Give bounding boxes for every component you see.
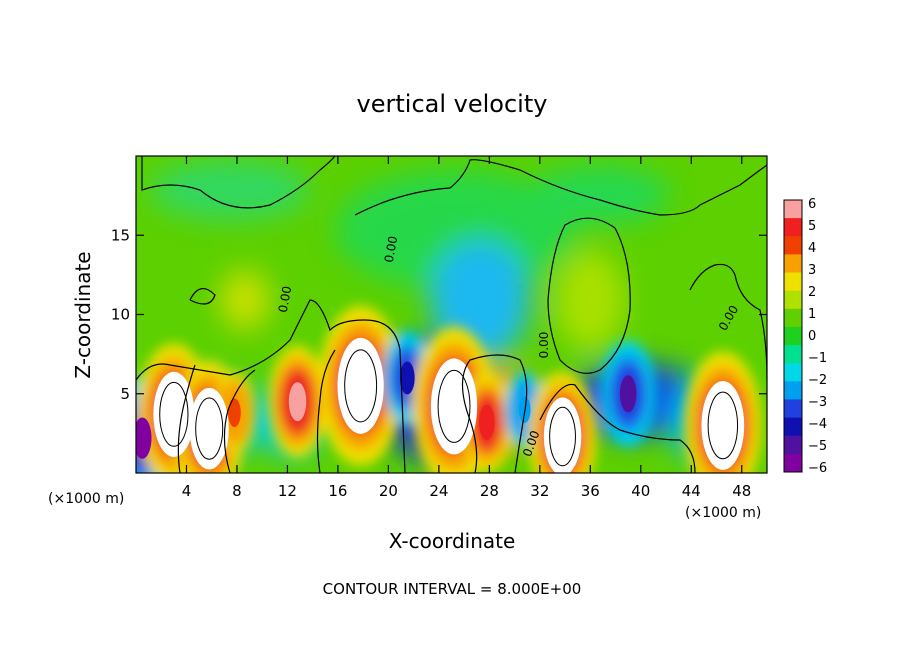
x-tick-label: 16 xyxy=(328,482,347,500)
field-region xyxy=(555,250,625,350)
colorbar-tick-label: 4 xyxy=(808,241,816,256)
colorbar-tick-label: 0 xyxy=(808,329,816,344)
cell-center xyxy=(479,404,495,440)
contour-interval-note: CONTOUR INTERVAL = 8.000E+00 xyxy=(323,580,582,598)
colorbar-frame xyxy=(783,199,803,473)
velocity-cores xyxy=(136,337,745,473)
x-tick-label: 20 xyxy=(379,482,398,500)
colorbar-swatch xyxy=(784,200,802,219)
field-region xyxy=(220,270,270,330)
colorbar-tick-label: −5 xyxy=(808,439,827,454)
core-contour xyxy=(707,391,739,460)
x-tick-label: 28 xyxy=(480,482,499,500)
x-unit-right: (×1000 m) xyxy=(685,505,761,521)
zero-contour xyxy=(223,369,256,473)
cell-center xyxy=(136,417,152,459)
x-tick-label: 40 xyxy=(631,482,650,500)
zero-contour xyxy=(141,156,336,209)
x-tick-label: 44 xyxy=(682,482,701,500)
field-region xyxy=(530,165,670,225)
colorbar-tick-label: 3 xyxy=(808,263,816,278)
colorbar-tick-label: 6 xyxy=(808,197,816,212)
zero-contour xyxy=(177,364,196,473)
zero-contour xyxy=(189,288,216,305)
x-tick-label: 4 xyxy=(182,482,192,500)
colorbar-tick-label: −6 xyxy=(808,461,827,476)
x-tick-label: 36 xyxy=(581,482,600,500)
colorbar-tick-label: 2 xyxy=(808,285,816,300)
core-contour xyxy=(159,381,189,447)
core-contour xyxy=(549,406,576,467)
chart-title: vertical velocity xyxy=(357,90,548,118)
zero-contours xyxy=(136,156,767,473)
zero-contour xyxy=(539,383,696,473)
x-tick-label: 48 xyxy=(732,482,751,500)
plot-area xyxy=(136,156,767,473)
x-unit-left: (×1000 m) xyxy=(48,491,124,507)
colorbar-tick-label: −4 xyxy=(808,417,827,432)
y-tick-label: 5 xyxy=(120,385,130,403)
colorbar-tick-label: −3 xyxy=(808,395,827,410)
x-tick-label: 24 xyxy=(429,482,448,500)
core-contour xyxy=(195,397,224,460)
y-tick-label: 15 xyxy=(111,226,130,244)
cell-center xyxy=(400,361,415,395)
cell-center xyxy=(228,398,241,428)
x-axis-ticks: 4 8 12 16 20 24 28 32 36 40 44 48 xyxy=(182,156,751,500)
y-axis-ticks: 5 10 15 xyxy=(111,226,767,403)
colorbar-swatch xyxy=(784,399,802,419)
cell-center xyxy=(619,375,637,413)
colorbar: 6 5 4 3 2 1 0 −1 −2 −3 −4 −5 −6 xyxy=(783,197,827,476)
x-axis-label: X-coordinate xyxy=(389,529,516,553)
colorbar-swatch xyxy=(784,254,802,274)
colorbar-tick-label: −2 xyxy=(808,373,827,388)
contour-zero-label: 0.00 xyxy=(276,285,294,314)
zero-contour xyxy=(354,159,767,216)
colorbar-swatch xyxy=(784,381,802,400)
colorbar-swatch xyxy=(784,236,802,255)
field-region xyxy=(150,160,310,220)
colorbar-tick-label: −1 xyxy=(808,351,827,366)
core-contour xyxy=(437,369,471,443)
colorbar-swatch xyxy=(784,453,802,473)
x-tick-label: 8 xyxy=(232,482,242,500)
contour-zero-label: 0.00 xyxy=(537,332,551,359)
zero-contour xyxy=(316,349,336,473)
zero-contour xyxy=(547,217,631,374)
colorbar-swatch xyxy=(784,363,802,382)
core-contour xyxy=(344,349,378,423)
zero-contour xyxy=(461,354,528,473)
x-tick-label: 12 xyxy=(278,482,297,500)
colorbar-swatch xyxy=(784,326,802,346)
cell-center xyxy=(288,382,307,422)
colorbar-tick-label: 1 xyxy=(808,307,816,322)
colorbar-swatch xyxy=(784,345,802,364)
y-tick-label: 10 xyxy=(111,306,130,324)
colorbar-swatch xyxy=(784,272,802,292)
y-axis-label: Z-coordinate xyxy=(71,251,95,378)
colorbar-tick-label: 5 xyxy=(808,219,816,234)
x-tick-label: 32 xyxy=(530,482,549,500)
colorbar-swatch xyxy=(784,417,802,437)
zero-contour xyxy=(689,263,767,381)
colorbar-swatch xyxy=(784,435,802,455)
colorbar-swatch xyxy=(784,218,802,237)
colorbar-swatch xyxy=(784,308,802,328)
zero-contour xyxy=(136,299,406,473)
colorbar-swatch xyxy=(784,290,802,310)
contour-zero-label: 0.00 xyxy=(382,235,400,264)
